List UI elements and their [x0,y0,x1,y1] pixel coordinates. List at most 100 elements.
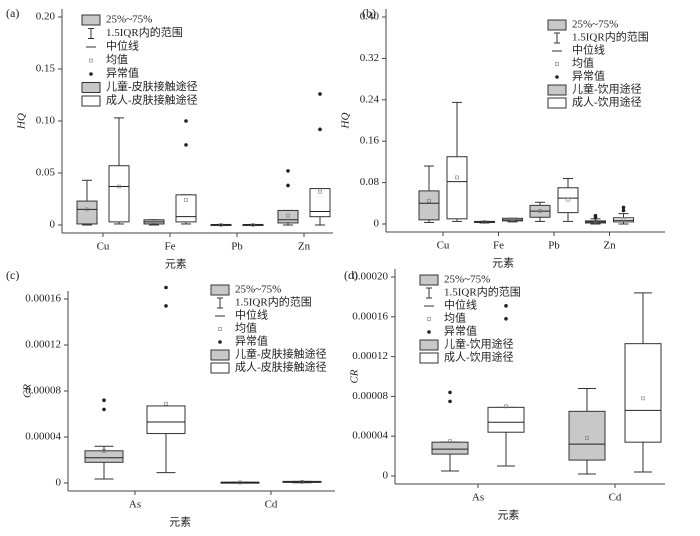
mean [482,220,487,224]
y-tick-label: 0 [56,477,62,489]
y-axis-label: CR [349,369,361,383]
x-tick-label: Zn [298,241,311,253]
outlier [184,119,188,123]
mean [300,480,304,484]
legend-label: 1.5IQR内的范围 [106,25,183,39]
legend-label: 成人-饮用途径 [572,95,642,109]
legend-swatch [419,274,439,286]
legend-label: 儿童-饮用途径 [572,82,642,96]
box [613,217,634,223]
outlier [164,304,168,308]
box [146,405,186,435]
legend-swatch [419,352,439,364]
outlier [593,213,598,218]
mean [566,197,570,202]
box [175,194,197,223]
x-tick-label: Cd [609,492,622,504]
legend-label: 异常值 [235,335,268,348]
mean [184,198,188,202]
panel-label: (d) [344,268,358,282]
outlier [504,304,508,308]
legend-label: 中位线 [572,43,605,57]
box [624,343,662,443]
legend-swatch [547,97,567,109]
outlier [504,316,508,321]
x-tick-label: As [129,499,141,511]
legend-swatch [210,284,230,296]
legend-label: 1.5IQR内的范围 [235,295,312,309]
legend-swatch [89,72,93,76]
outlier [448,390,452,395]
outlier [102,398,106,403]
x-axis-label: 元素 [169,516,191,529]
y-tick-label: 0.08 [360,176,380,188]
y-tick-label: 0.00016 [25,293,61,305]
mean [164,401,168,406]
outlier [318,127,322,132]
box [309,188,331,218]
legend-label: 1.5IQR内的范围 [444,285,521,299]
mean [448,439,452,443]
x-tick-label: Pb [231,241,243,253]
legend-swatch [427,317,431,321]
legend-label: 均值 [235,322,257,335]
mean [510,217,515,222]
y-axis-label: CR [22,384,34,398]
mean [219,222,223,227]
mean [593,219,598,224]
mean [641,396,645,401]
legend-swatch [427,330,431,334]
legend-label: 异常值 [444,325,477,338]
legend-label: 均值 [106,53,128,66]
box [76,200,98,225]
legend-label: 25%~75% [444,274,490,286]
box [487,406,525,433]
y-tick-label: 0.00008 [25,385,61,397]
y-tick-label: 0.00004 [352,430,388,442]
legend-label: 中位线 [106,39,139,53]
outlier [318,92,322,96]
x-tick-label: Fe [493,240,504,252]
legend-swatch [218,327,222,331]
y-tick-label: 0 [50,219,56,231]
outlier [286,183,290,188]
legend-swatch [210,362,230,374]
outlier [621,205,626,210]
x-tick-label: Pb [548,240,560,252]
y-tick-label: 0.00008 [352,390,388,402]
legend-label: 儿童-皮肤接触途径 [106,79,198,93]
box [446,156,468,220]
box [84,450,124,463]
x-axis-label: 元素 [492,257,514,270]
legend-label: 1.5IQR内的范围 [572,30,649,44]
outlier [184,143,188,147]
y-tick-label: 0.00012 [352,350,388,362]
legend-label: 儿童-饮用途径 [444,337,514,351]
y-tick-label: 0.00020 [352,271,388,283]
mean [85,207,89,212]
y-tick-label: 0.00004 [25,431,61,443]
x-axis-label: 元素 [497,509,519,522]
legend-swatch [81,95,101,107]
box [418,190,440,221]
mean [504,404,508,409]
mean [427,198,431,203]
legend-swatch [547,84,567,96]
x-tick-label: Cu [437,240,450,252]
legend-swatch [419,339,439,351]
x-tick-label: Fe [165,241,176,253]
mean [238,480,242,485]
mean [621,217,626,222]
y-tick-label: 0 [383,470,389,482]
legend-swatch [81,14,101,26]
mean [102,448,106,453]
y-axis-label: HQ [16,113,28,130]
panel-label: (b) [362,6,376,20]
y-tick-label: 0.20 [36,11,56,23]
mean [538,209,542,213]
legend-label: 儿童-皮肤接触途径 [235,347,327,361]
legend-swatch [555,62,559,66]
box [431,441,469,455]
legend-label: 中位线 [444,298,477,312]
